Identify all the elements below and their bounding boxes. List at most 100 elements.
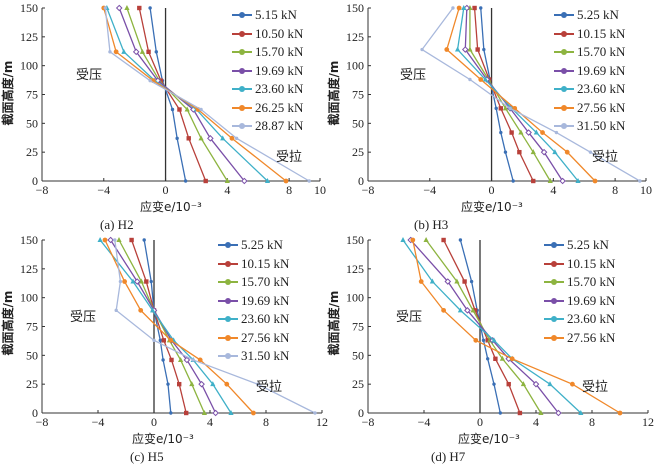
data-point [588,150,593,154]
data-point [198,135,204,141]
legend-item: 15.70 kN [544,273,615,292]
legend-swatch [218,297,238,304]
x-axis-title: 应变e/10⁻³ [132,432,194,446]
x-tick-label: −8 [362,415,375,429]
legend-item: 23.60 kN [554,80,625,99]
data-point [454,46,461,52]
data-point [175,136,179,141]
data-point [133,278,141,285]
legend: 5.15 kN 10.50 kN 15.70 kN 19.69 kN 23.60 kN 2… [232,6,303,136]
data-point [241,177,248,185]
legend-item: 15.70 kN [554,43,625,62]
x-tick-label: 8 [612,183,618,197]
y-tick-label: 150 [346,1,364,15]
series-line-19-69-kN [110,239,217,414]
legend-label: 23.60 kN [241,311,290,327]
data-point [531,178,536,184]
tension-label: 受拉 [592,150,619,165]
legend-swatch [544,279,564,286]
subplot-3: −8 −4 0 4 8 12 0 25 50 75 100 125 150 5.25 kN 10.15 kN… [0,230,328,464]
legend-item: 23.60 kN [232,80,303,99]
legend-label: 15.70 kN [255,44,304,60]
subplot-4: −8 −4 0 4 8 12 0 25 50 75 100 125 150 5.25 kN 10.15 kN… [326,230,654,464]
legend-swatch [544,316,564,323]
x-tick-label: 4 [224,183,230,197]
compression-label: 受压 [76,68,103,83]
series-line-15-70-kN [425,239,542,414]
data-point [499,130,503,135]
series-line-19-69-kN [464,7,564,182]
x-tick-label: −8 [36,183,49,197]
data-point [158,338,162,343]
data-point [186,136,191,141]
legend-label: 15.70 kN [567,274,616,290]
legend-swatch [218,260,238,267]
legend-label: 19.69 kN [567,292,616,308]
data-point [554,130,559,135]
data-point [220,135,226,141]
data-point [575,178,581,183]
x-tick-label: 12 [642,415,654,429]
data-point [114,308,118,313]
data-point [264,178,271,183]
y-axis-title: 截面高度/m [327,60,341,126]
compression-label: 受压 [396,310,423,325]
legend-label: 10.15 kN [577,25,626,41]
y-tick-label: 75 [26,88,38,102]
y-axis-title: 截面高度/m [327,290,341,356]
data-point [423,237,429,242]
legend-label: 15.70 kN [577,44,626,60]
data-point [638,179,642,183]
data-point [418,279,424,284]
compression-label: 受压 [70,310,97,325]
series-line-10-15-kN [130,239,187,414]
y-tick-label: 50 [352,116,364,130]
y-tick-label: 100 [20,59,38,73]
data-point [410,237,416,243]
legend-item: 19.69 kN [232,62,303,81]
data-point [520,381,526,387]
data-point [547,178,553,183]
data-point [454,278,460,284]
data-point [198,380,205,388]
data-point [555,409,562,417]
data-point [478,77,484,82]
data-point [154,50,158,54]
x-tick-label: −4 [97,183,110,197]
data-point [161,358,165,362]
data-point [468,77,472,82]
compression-label: 受压 [400,68,427,83]
legend-label: 23.60 kN [577,81,626,97]
legend-label: 10.50 kN [255,25,304,41]
legend-item: 10.15 kN [218,255,289,274]
data-point [475,47,480,52]
legend-item: 10.50 kN [232,25,303,44]
data-point [472,308,478,313]
legend-swatch [544,260,564,267]
data-point [102,237,108,243]
x-tick-label: −8 [36,415,49,429]
x-tick-label: 10 [314,183,326,197]
legend-swatch [544,242,564,249]
legend-label: 5.25 kN [567,237,609,253]
data-point [451,6,455,10]
x-tick-label: 12 [316,415,328,429]
data-point [441,237,446,243]
legend-label: 28.87 kN [255,118,304,134]
series-line-15-70-kN [118,239,205,414]
legend-label: 19.69 kN [577,62,626,78]
legend-swatch [544,334,564,341]
data-point [530,149,536,155]
data-point [169,411,173,415]
legend-item: 26.25 kN [232,99,303,118]
data-point [177,381,182,387]
series-line-10-15-kN [473,7,534,182]
legend-item: 27.56 kN [554,99,625,118]
data-point [130,278,136,284]
x-axis-title: 应变e/10⁻³ [461,200,523,214]
legend-item: 10.15 kN [554,25,625,44]
tension-label: 受拉 [256,380,283,395]
y-tick-label: 25 [26,377,38,391]
data-point [229,135,235,141]
data-point [234,136,239,141]
